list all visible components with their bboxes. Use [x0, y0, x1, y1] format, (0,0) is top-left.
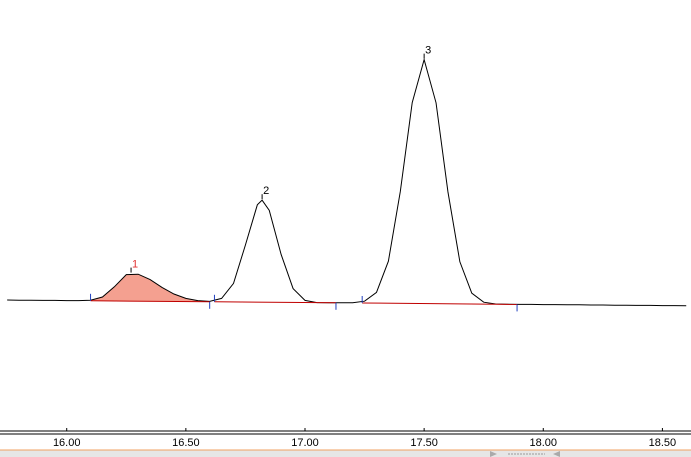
peak-label: 1 [132, 259, 138, 271]
x-tick-label: 18.00 [530, 437, 558, 449]
x-tick-label: 17.50 [410, 437, 438, 449]
integration-baseline [214, 301, 336, 304]
integration-baseline [362, 302, 518, 305]
scrollbar[interactable] [0, 450, 691, 457]
scroll-arrow[interactable] [490, 451, 497, 457]
peak-label: 3 [425, 45, 431, 57]
x-tick-label: 16.50 [172, 437, 200, 449]
x-tick-label: 18.50 [649, 437, 677, 449]
x-tick-label: 16.00 [53, 437, 81, 449]
peak-label: 2 [263, 185, 269, 197]
integration-baseline [90, 300, 210, 303]
x-tick-label: 17.00 [291, 437, 319, 449]
signal-trace [7, 57, 687, 307]
scroll-arrow[interactable] [553, 451, 560, 457]
